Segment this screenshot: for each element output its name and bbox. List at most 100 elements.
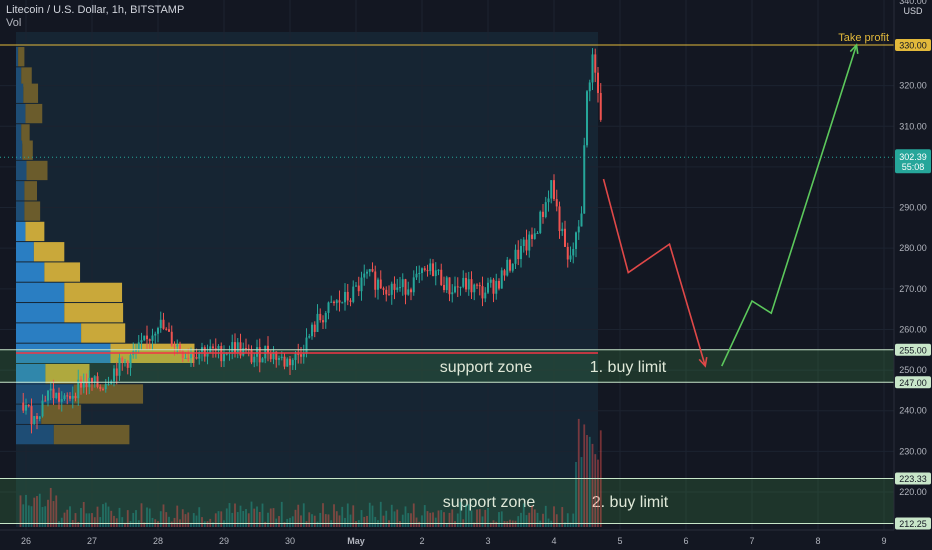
support-zone-1 (0, 349, 894, 383)
volume-bar (300, 515, 302, 527)
candle-body (484, 292, 487, 299)
candle-body (294, 353, 297, 360)
volume-bar (401, 514, 404, 527)
volume-indicator-label[interactable]: Vol (6, 17, 22, 29)
volume-bar (283, 522, 286, 527)
currency-label: USD (903, 6, 923, 16)
candle-body (566, 246, 569, 260)
volume-bar (173, 517, 176, 527)
candle-body (346, 291, 349, 301)
price-axis[interactable] (894, 0, 932, 550)
volume-bar (448, 512, 451, 527)
volume-bar (85, 513, 88, 527)
volume-profile-down-0 (18, 47, 25, 67)
volume-bar (267, 512, 269, 527)
volume-bar (170, 521, 173, 527)
volume-bar (113, 515, 115, 527)
volume-bar (379, 501, 382, 527)
volume-profile-up-4 (16, 124, 22, 144)
candle-body (388, 294, 390, 296)
time-tick-5: 5 (617, 536, 622, 546)
candle-body (533, 233, 536, 239)
volume-bar (476, 509, 478, 527)
candle-body (300, 354, 302, 357)
candle-body (443, 284, 445, 291)
volume-bar (55, 495, 58, 527)
volume-bar (69, 506, 71, 527)
level-label-223.33: 223.33 (899, 474, 927, 484)
candle-body (264, 345, 267, 359)
candle-body (297, 353, 300, 355)
volume-profile-down-9 (25, 221, 45, 242)
candle-body (170, 331, 173, 346)
volume-bar (451, 509, 454, 527)
candle-body (520, 246, 522, 260)
volume-profile-up-10 (16, 242, 34, 262)
candle-body (352, 286, 355, 302)
candle-body (157, 328, 159, 334)
level-label-212.25: 212.25 (899, 519, 927, 529)
volume-bar (390, 504, 393, 527)
candle-body (168, 329, 170, 332)
candle-body (390, 283, 393, 295)
candle-body (44, 400, 47, 402)
volume-profile-down-18 (41, 404, 82, 424)
candle-body (206, 352, 209, 357)
chart-header: Litecoin / U.S. Dollar, 1h, BITSTAMP Vol (6, 4, 184, 30)
volume-bar (352, 505, 355, 527)
volume-bar (404, 506, 407, 527)
candle-body (396, 287, 399, 290)
candle-body (234, 342, 236, 353)
candle-body (58, 392, 60, 402)
support-zone-label-2: support zone (443, 494, 536, 511)
candle-body (371, 269, 374, 272)
volume-profile-down-8 (24, 201, 41, 221)
volume-bar (143, 522, 146, 527)
candle-body (165, 328, 168, 330)
price-tick-230: 230.00 (899, 446, 927, 456)
volume-bar (437, 510, 440, 527)
candle-body (143, 335, 146, 341)
volume-bar (489, 522, 492, 527)
candle-body (71, 395, 74, 399)
volume-bar (445, 522, 448, 527)
volume-bar (102, 504, 104, 527)
volume-bar (217, 511, 220, 527)
volume-bar (250, 501, 253, 527)
candle-body (511, 263, 514, 271)
horizontal-levels[interactable]: Take profit (0, 32, 894, 524)
candle-body (41, 400, 44, 417)
volume-bar (368, 502, 371, 527)
volume-profile-up-14 (16, 323, 82, 343)
symbol-title[interactable]: Litecoin / U.S. Dollar, 1h, BITSTAMP (6, 4, 185, 16)
volume-bar (470, 510, 473, 527)
volume-bar (415, 517, 418, 527)
price-tick-280: 280.00 (899, 243, 927, 253)
candle-body (253, 356, 256, 363)
volume-bar (544, 505, 547, 527)
candle-body (154, 333, 157, 336)
candle-body (179, 344, 181, 352)
volume-bar (481, 516, 484, 527)
volume-bar (363, 516, 366, 527)
volume-bar (407, 513, 410, 527)
volume-bar (36, 496, 38, 527)
volume-bar (242, 511, 245, 527)
candle-body (85, 381, 88, 388)
candle-body (377, 279, 379, 290)
candle-body (308, 336, 311, 338)
volume-bar (520, 512, 522, 527)
candle-body (192, 354, 195, 357)
volume-bar (258, 511, 261, 527)
volume-bar (396, 509, 399, 527)
time-axis[interactable] (0, 530, 932, 550)
level-label-247.00: 247.00 (899, 378, 927, 388)
projection-arrows[interactable] (602, 43, 859, 368)
volume-bar (434, 517, 437, 527)
candle-body (514, 249, 517, 264)
volume-bar (146, 507, 148, 527)
candle-body (33, 416, 36, 425)
projection-up-arrow-head (849, 43, 859, 55)
volume-bar (269, 508, 272, 527)
